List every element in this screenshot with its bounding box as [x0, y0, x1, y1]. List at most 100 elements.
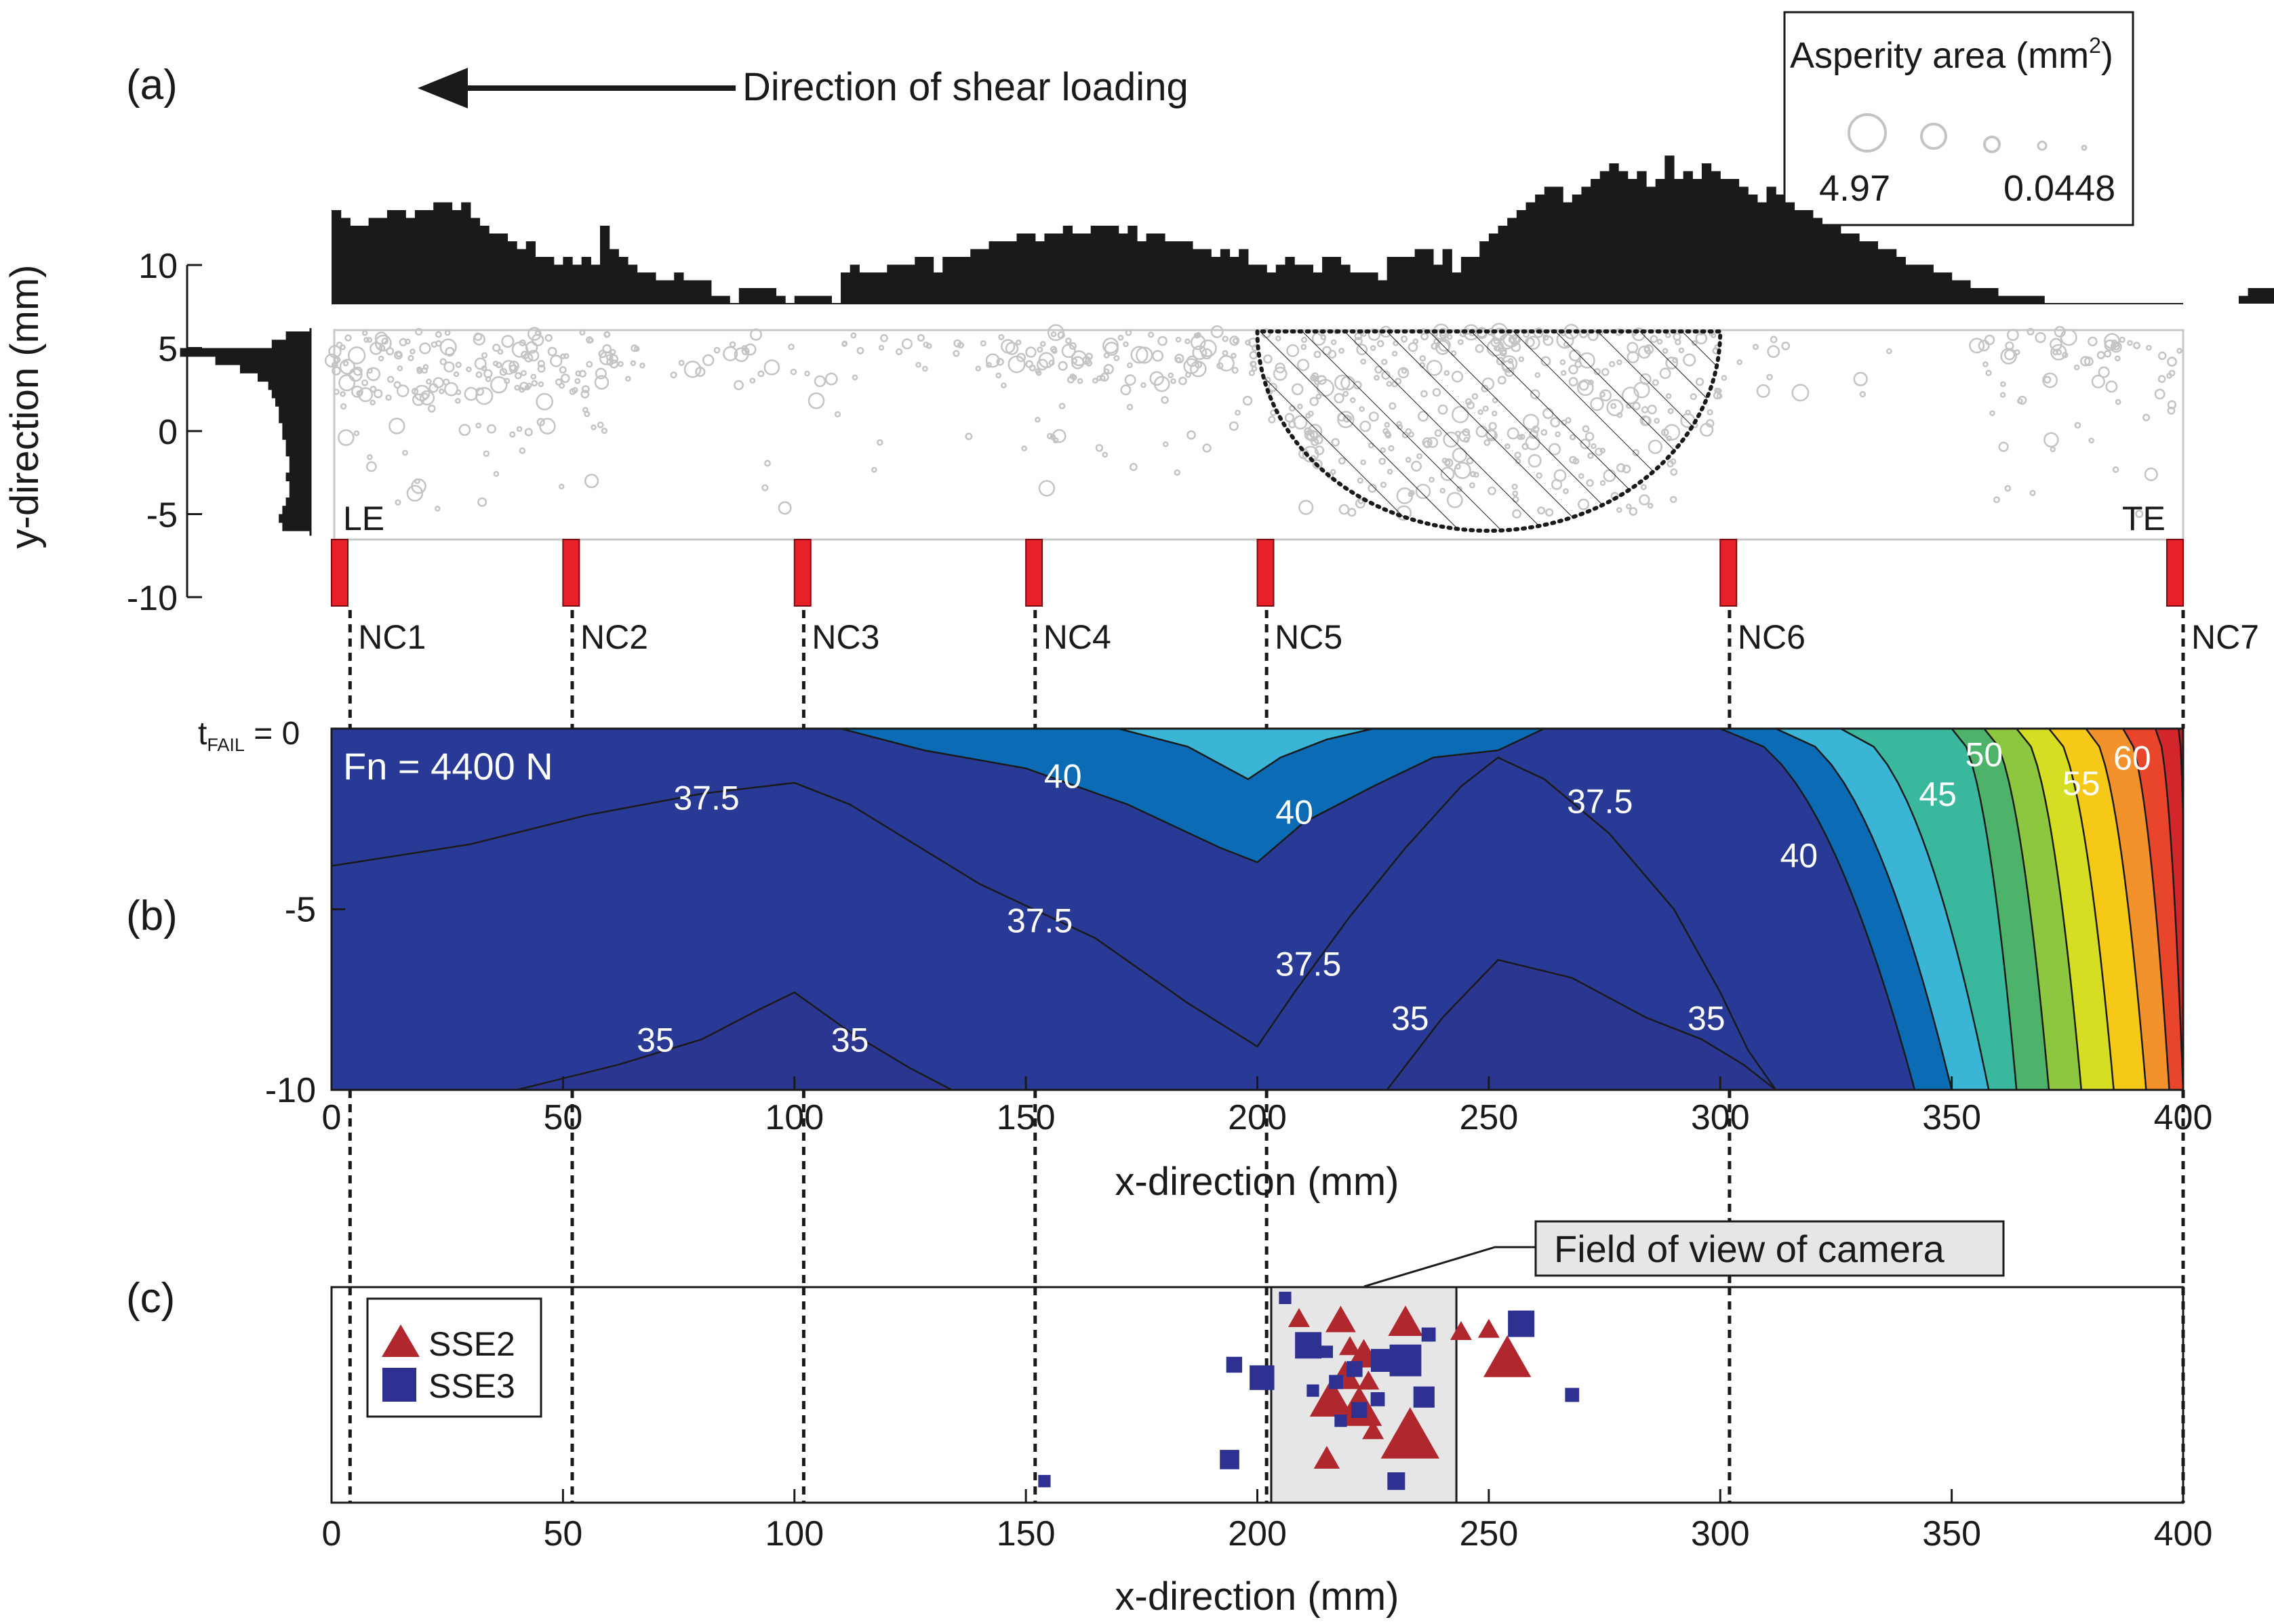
- asperity: [608, 354, 618, 364]
- event-sse2: [1477, 1318, 1500, 1338]
- asperity: [1005, 342, 1019, 355]
- trailing-edge-label: TE: [2122, 500, 2166, 537]
- y-tick-label-a: 5: [158, 330, 178, 369]
- x-tick-label-c: 400: [2154, 1514, 2213, 1554]
- asperity: [985, 353, 1000, 368]
- asperity: [2104, 350, 2112, 358]
- asperity: [750, 328, 763, 341]
- x-histogram-bar: [1961, 280, 1971, 304]
- asperity: [757, 370, 765, 378]
- asperity: [412, 393, 425, 406]
- x-histogram-bar: [1516, 210, 1527, 304]
- asperity: [504, 378, 511, 384]
- asperity: [850, 332, 857, 339]
- x-histogram-bar: [1442, 249, 1452, 304]
- asperity: [2091, 374, 2105, 388]
- shear-direction-arrow: [418, 68, 736, 108]
- asperity: [2062, 352, 2069, 359]
- contour-label: 40: [1780, 837, 1818, 875]
- x-histogram-bar: [1748, 195, 1758, 304]
- asperity: [1245, 340, 1252, 346]
- asperity: [496, 361, 502, 369]
- sensor-marker: [2166, 539, 2184, 607]
- x-histogram-bar: [1396, 257, 1406, 304]
- asperity: [487, 424, 496, 434]
- asperity: [370, 342, 383, 355]
- y-histogram-bar: [279, 514, 311, 523]
- y-histogram: [180, 328, 312, 536]
- asperity: [374, 331, 388, 345]
- asperity: [1153, 375, 1170, 392]
- asperity: [788, 343, 795, 350]
- x-histogram-bar: [1831, 226, 1841, 304]
- asperity: [895, 348, 903, 356]
- legend-circle-largest: [1848, 113, 1887, 153]
- asperity: [527, 327, 542, 341]
- asperity: [683, 361, 702, 378]
- x-histogram-bar: [1618, 171, 1629, 304]
- asperity: [856, 346, 864, 354]
- asperity: [2167, 406, 2176, 415]
- asperity: [901, 338, 913, 350]
- asperity: [1184, 338, 1191, 344]
- asperity: [538, 381, 544, 388]
- asperity: [338, 429, 355, 446]
- x-histogram: [332, 155, 2274, 304]
- asperity: [414, 478, 420, 485]
- asperity: [2167, 400, 2177, 409]
- asperity: [1639, 494, 1650, 506]
- asperity: [880, 333, 888, 342]
- event-sse3: [1347, 1361, 1363, 1377]
- asperity: [531, 380, 538, 387]
- event-sse3: [1413, 1386, 1435, 1408]
- x-histogram-bar: [535, 257, 545, 304]
- asperity: [2074, 422, 2081, 429]
- asperity: [501, 335, 515, 348]
- asperity: [2088, 336, 2098, 347]
- asperity: [763, 359, 780, 375]
- event-sse3: [1250, 1365, 1275, 1390]
- asperity: [1001, 339, 1016, 354]
- x-histogram-bar: [618, 257, 629, 304]
- asperity: [1770, 336, 1778, 344]
- asperity: [1066, 375, 1075, 384]
- asperity: [515, 372, 522, 380]
- asperity-legend-min: 0.0448: [2003, 168, 2115, 209]
- asperity: [2133, 342, 2140, 350]
- legend-circle-medium: [1983, 136, 2001, 153]
- x-histogram-bar: [803, 296, 814, 304]
- x-histogram-bar: [1784, 202, 1795, 304]
- legend-marker-sse2: [382, 1324, 420, 1357]
- asperity: [729, 341, 736, 348]
- y-histogram-bar: [279, 414, 311, 424]
- asperity: [525, 341, 538, 354]
- x-histogram-bar: [2035, 296, 2045, 304]
- x-tick-label-b: 100: [765, 1098, 824, 1137]
- y-histogram-bar: [285, 331, 311, 340]
- x-histogram-bar: [1340, 264, 1351, 304]
- sensor-marker: [793, 539, 812, 607]
- asperity: [406, 485, 424, 502]
- asperity: [514, 384, 521, 391]
- shear-direction-label: Direction of shear loading: [742, 65, 1189, 109]
- asperity: [1183, 358, 1199, 375]
- asperity: [519, 447, 526, 454]
- asperity: [416, 368, 423, 374]
- asperity: [1706, 419, 1715, 428]
- asperity: [588, 337, 594, 344]
- asperity: [1021, 445, 1027, 451]
- asperity: [824, 372, 838, 386]
- x-histogram-bar: [1942, 272, 1953, 304]
- asperity: [2000, 348, 2017, 365]
- x-histogram-bar: [1146, 233, 1156, 304]
- asperity: [2043, 432, 2059, 448]
- x-histogram-bar: [1026, 233, 1036, 304]
- x-histogram-bar: [1054, 233, 1064, 304]
- asperity: [361, 379, 368, 386]
- x-histogram-bar: [748, 288, 758, 304]
- asperity: [761, 484, 769, 491]
- x-histogram-bar: [1766, 186, 1776, 304]
- asperity: [363, 337, 370, 343]
- contour-label: 37.5: [1007, 901, 1073, 939]
- asperity: [1140, 382, 1146, 388]
